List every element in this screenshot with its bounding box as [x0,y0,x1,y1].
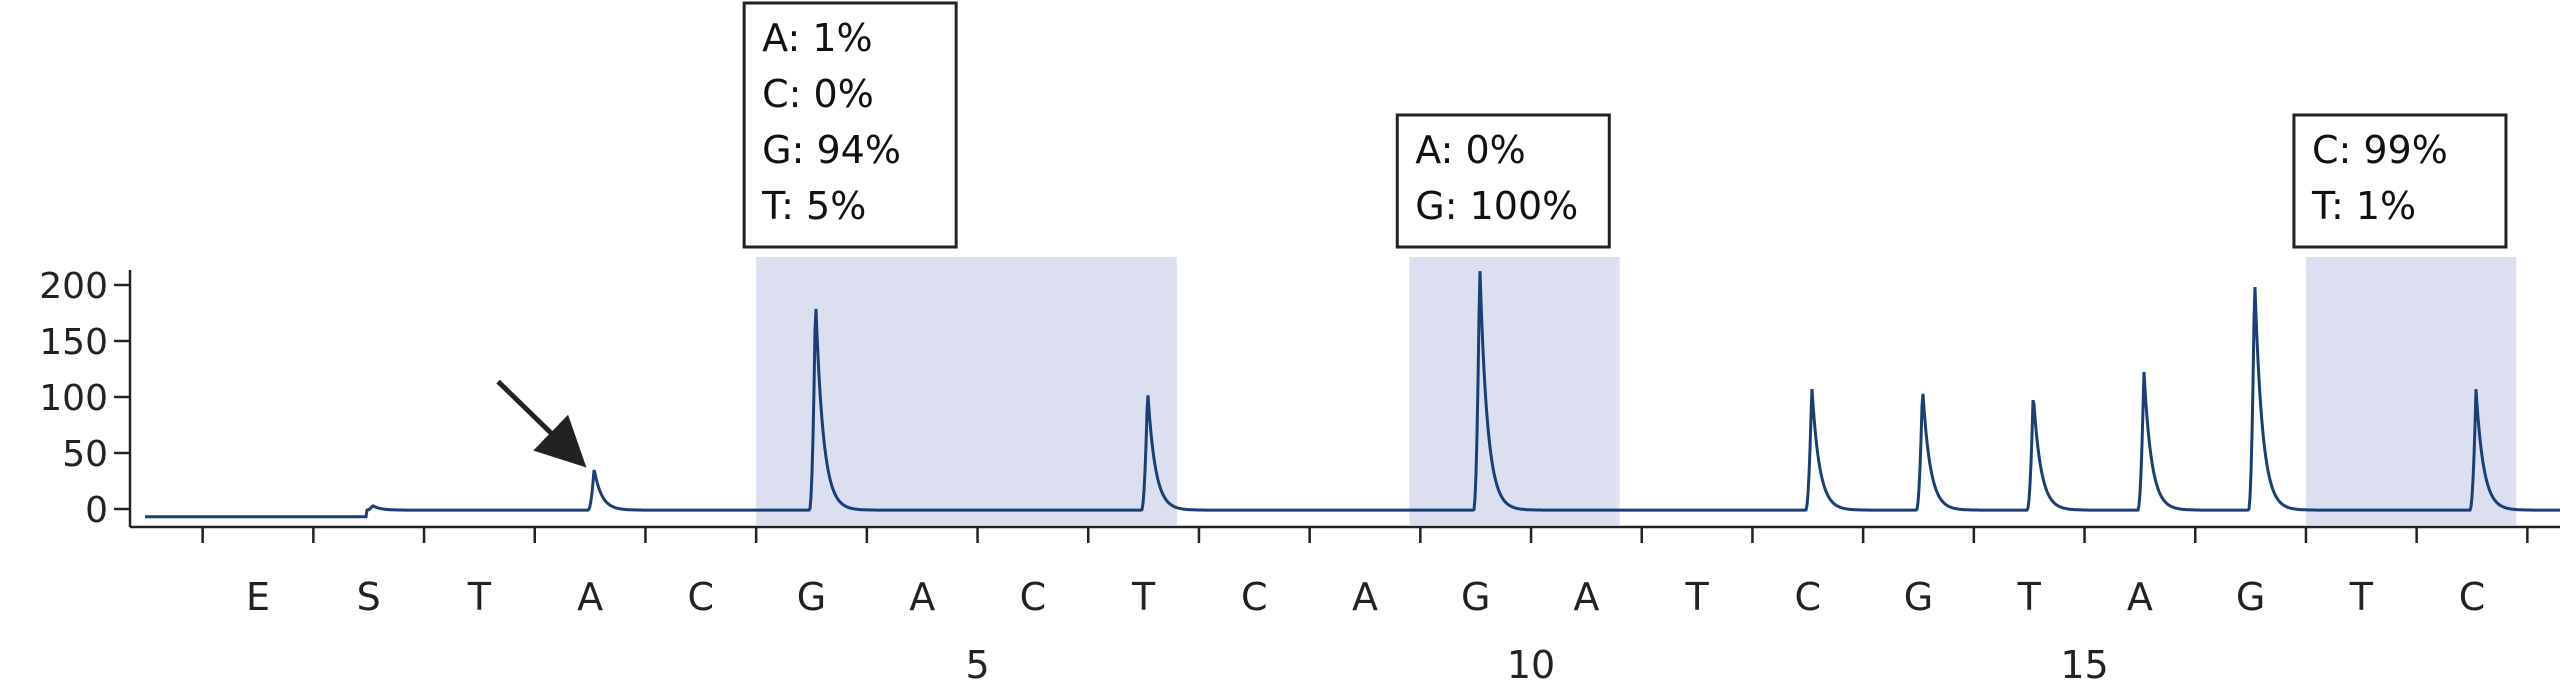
dispensation-label: T [467,575,492,619]
y-tick-label: 100 [39,378,108,419]
dispensation-label: G [1461,575,1490,619]
highlight-region-3 [2305,257,2517,525]
position-label: 15 [2060,643,2108,687]
annotation-group: A: 1% C: 0% G: 94% T: 5% A: 0% G: 100% C: 99% T… [496,1,2508,468]
dispensation-label: G [2236,575,2265,619]
y-tick-label: 0 [85,490,108,531]
annotation-line: G: 100% [1415,184,1578,228]
annotation-line: C: 99% [2312,128,2448,172]
highlight-regions [756,257,2517,525]
annotation-box-2 [1395,113,1611,249]
annotation-line: T: 1% [2311,184,2416,228]
dispensation-label: T [2349,575,2374,619]
label-group: E S T A C G A C T C A G A T C G T A G T C5 10 15 [246,575,2485,687]
y-tick-label: 150 [39,322,108,363]
y-tick-label: 50 [62,434,108,475]
dispensation-label: C [1795,575,1822,619]
arrow-indicator [496,379,587,468]
dispensation-label: G [1904,575,1933,619]
dispensation-label: A [2127,575,2153,619]
annotation-line: C: 0% [762,72,874,116]
dispensation-label: A [1352,575,1378,619]
dispensation-label: T [1684,575,1709,619]
highlight-region-1 [756,257,1177,525]
dispensation-label: C [688,575,715,619]
position-label: 5 [965,643,989,687]
highlight-region-2 [1409,257,1620,525]
dispensation-label: A [1573,575,1599,619]
trace-line [145,271,2560,519]
dispensation-label: C [2459,575,2486,619]
annotation-line: G: 94% [762,128,901,172]
dispensation-label: A [909,575,935,619]
dispensation-label: C [1020,575,1047,619]
dispensation-label: E [246,575,270,619]
annotation-box-1 [742,1,958,249]
annotation-line: A: 0% [1415,128,1526,172]
y-tick-label: 200 [39,266,108,307]
dispensation-label: S [357,575,381,619]
dispensation-label: G [797,575,826,619]
annotation-line: A: 1% [762,16,873,60]
axes: 0 50 100 150 200 [39,266,2560,543]
dispensation-label: A [577,575,603,619]
position-label: 10 [1507,643,1555,687]
annotation-line: T: 5% [761,184,866,228]
annotation-box-3 [2292,113,2508,249]
dispensation-label: T [2017,575,2042,619]
trace-group [145,271,2560,519]
dispensation-label: C [1241,575,1268,619]
dispensation-label: T [1131,575,1156,619]
